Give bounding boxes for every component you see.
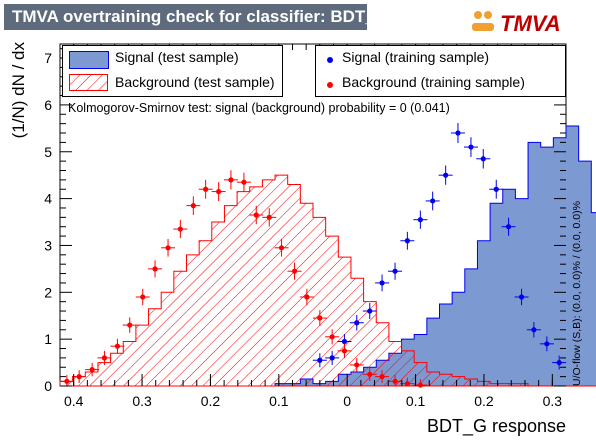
background-training-point bbox=[392, 378, 398, 384]
legend-training: Signal (training sample) Background (tra… bbox=[315, 45, 566, 97]
background-training-points bbox=[59, 170, 428, 388]
x-axis-label: BDT_G response bbox=[427, 416, 566, 437]
background-training-point bbox=[404, 381, 410, 387]
x-tick-label: 0.1 bbox=[269, 393, 289, 409]
y-tick-label: 4 bbox=[44, 191, 52, 207]
tmva-logo: TMVA bbox=[472, 11, 561, 36]
background-training-point bbox=[379, 374, 385, 380]
signal-training-points bbox=[312, 123, 567, 370]
background-training-point bbox=[203, 186, 209, 192]
signal-training-point bbox=[379, 280, 385, 286]
legend-signal-marker-icon bbox=[327, 57, 333, 63]
background-training-point bbox=[329, 334, 335, 340]
x-tick-label: 0.3 bbox=[132, 393, 152, 409]
background-training-point bbox=[317, 315, 323, 321]
signal-training-point bbox=[455, 130, 461, 136]
signal-training-point bbox=[341, 338, 348, 345]
signal-training-point bbox=[404, 238, 410, 244]
legend-signal-test: Signal (test sample) bbox=[115, 49, 239, 65]
axes: 0 1 2 3 4 5 6 7 0.4 0.3 0.2 0.1 0 0.1 0.2 0.3 bbox=[44, 44, 566, 409]
background-training-point bbox=[165, 245, 171, 251]
background-test-bars bbox=[59, 174, 596, 387]
signal-training-point bbox=[367, 308, 373, 314]
x-tick-label: 0.2 bbox=[201, 393, 221, 409]
x-tick-label: 0.1 bbox=[406, 393, 426, 409]
legend-background-test: Background (test sample) bbox=[115, 74, 275, 90]
x-tick-label: 0.2 bbox=[474, 393, 494, 409]
background-training-point bbox=[253, 212, 259, 218]
y-axis-label: (1/N) dN / dx bbox=[9, 42, 28, 139]
logo-dots-icon bbox=[472, 11, 494, 31]
legend-background-marker-icon bbox=[327, 82, 333, 88]
background-training-point bbox=[417, 382, 423, 388]
background-training-point bbox=[304, 294, 310, 300]
background-training-point bbox=[190, 203, 196, 209]
y-tick-label: 5 bbox=[44, 144, 52, 160]
signal-training-point bbox=[317, 357, 323, 363]
signal-training-point bbox=[544, 341, 550, 347]
legend-signal-training: Signal (training sample) bbox=[342, 49, 490, 65]
signal-training-point bbox=[354, 320, 360, 326]
background-training-point bbox=[367, 371, 373, 377]
y-tick-label: 2 bbox=[44, 284, 52, 300]
legend-background-swatch bbox=[69, 74, 108, 91]
signal-training-point bbox=[443, 172, 449, 178]
y-tick-label: 7 bbox=[44, 50, 52, 66]
background-training-point bbox=[152, 266, 158, 272]
background-training-point bbox=[266, 214, 272, 220]
plot-title: TMVA overtraining check for classifier: … bbox=[4, 4, 388, 30]
background-training-point bbox=[76, 374, 82, 380]
y-tick-label: 0 bbox=[44, 378, 52, 394]
background-training-point bbox=[278, 245, 285, 251]
signal-training-point bbox=[493, 186, 499, 192]
y-tick-label: 6 bbox=[44, 97, 52, 113]
signal-training-point bbox=[480, 156, 486, 162]
legend-test: Signal (test sample) Background (test sa… bbox=[62, 45, 283, 97]
signal-training-point bbox=[430, 198, 436, 204]
signal-training-point bbox=[329, 355, 335, 361]
background-training-point bbox=[216, 188, 222, 195]
background-training-point bbox=[177, 226, 183, 232]
background-training-point bbox=[140, 294, 146, 300]
background-training-point bbox=[241, 179, 247, 185]
background-training-point bbox=[291, 268, 298, 274]
logo-text: TMVA bbox=[500, 11, 561, 36]
ks-test-text: Kolmogorov-Smirnov test: signal (backgro… bbox=[68, 101, 450, 115]
background-training-point bbox=[354, 362, 360, 368]
legend-signal-swatch bbox=[69, 51, 109, 69]
y-tick-label: 3 bbox=[44, 237, 52, 253]
signal-training-point bbox=[556, 359, 562, 366]
background-training-point bbox=[64, 378, 70, 384]
signal-training-point bbox=[392, 268, 398, 274]
signal-training-point bbox=[417, 217, 423, 223]
background-training-point bbox=[341, 348, 348, 354]
signal-training-point bbox=[505, 224, 512, 230]
signal-training-point bbox=[531, 327, 537, 333]
background-test-histogram bbox=[59, 174, 596, 387]
y-tick-label: 1 bbox=[44, 331, 52, 347]
signal-training-point bbox=[468, 144, 474, 150]
background-training-point bbox=[101, 355, 108, 361]
legend-background-training: Background (training sample) bbox=[342, 74, 525, 90]
background-training-point bbox=[228, 177, 234, 183]
overflow-text: U/O-flow (S,B): (0.0, 0.0)% / (0.0, 0.0)… bbox=[571, 201, 583, 386]
x-tick-label: 0.3 bbox=[543, 393, 563, 409]
x-tick-label: 0 bbox=[343, 393, 351, 409]
background-training-point bbox=[89, 367, 95, 373]
background-training-point bbox=[114, 343, 121, 349]
background-training-point bbox=[127, 322, 133, 328]
x-tick-label: 0.4 bbox=[64, 393, 84, 409]
signal-training-point bbox=[518, 294, 525, 300]
